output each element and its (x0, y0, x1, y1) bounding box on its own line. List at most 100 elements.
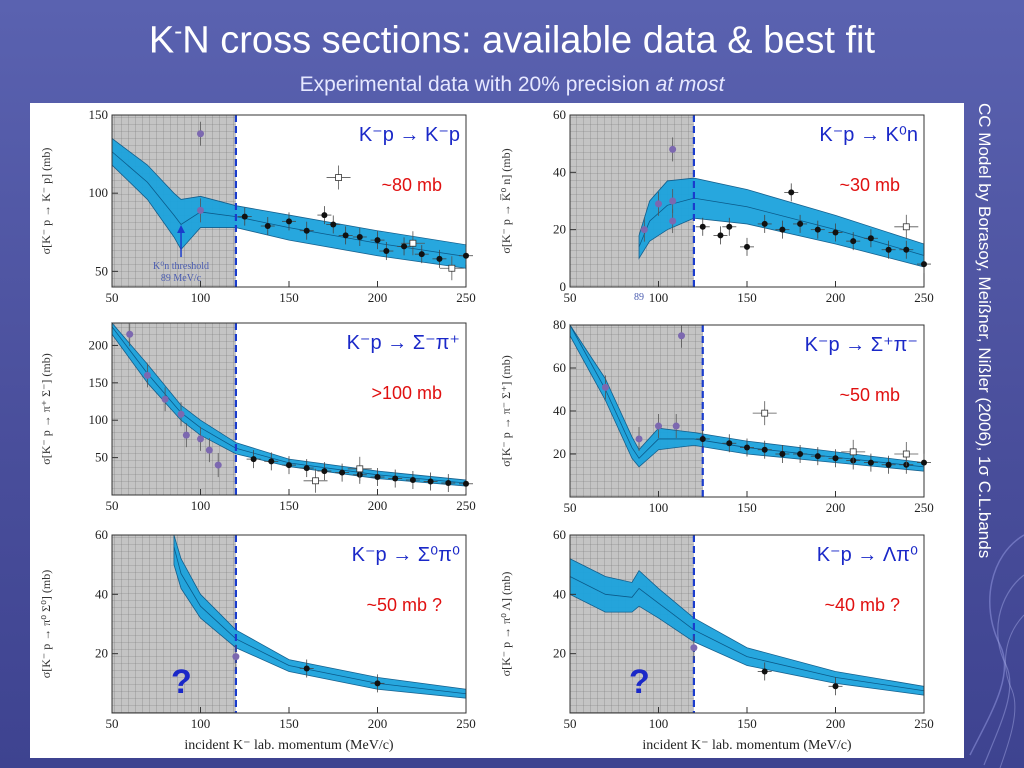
x-axis-label: incident K⁻ lab. momentum (MeV/c) (642, 738, 852, 753)
side-credit: CC Model by Borasoy, Meißner, Nißler (20… (975, 103, 994, 559)
best-fit-line (569, 576, 925, 692)
data-point (264, 223, 271, 230)
y-axis-label: σ[K⁻ p → π⁺ Σ⁻] (mb) (39, 353, 53, 465)
data-point (286, 218, 292, 225)
x-tick-label: 100 (649, 290, 669, 305)
y-axis-label: σ[K⁻ p → π⁰ Λ] (mb) (499, 572, 513, 677)
threshold-arrow-head (177, 225, 186, 233)
data-point (463, 480, 469, 487)
reaction-label: K⁻p → K⁰n (819, 124, 918, 146)
data-point (250, 456, 257, 463)
unknown-marker: ? (171, 663, 192, 701)
cross-section-estimate: ~80 mb (381, 175, 442, 195)
subthreshold-point (214, 461, 222, 469)
data-point (903, 246, 910, 253)
subthreshold-point (669, 197, 677, 205)
data-point (427, 478, 434, 485)
subthreshold-point (669, 145, 677, 153)
x-tick-label: 50 (564, 500, 577, 515)
decorative-swirl (969, 534, 1024, 768)
y-tick-label: 150 (89, 375, 109, 390)
cross-section-estimate: ~40 mb ? (824, 595, 900, 615)
slide-title: K-N cross sections: available data & bes… (0, 10, 1024, 63)
subthreshold-point (197, 130, 204, 138)
excluded-region (570, 325, 703, 497)
x-tick-label: 150 (279, 716, 299, 731)
data-point (832, 229, 839, 236)
x-tick-label: 200 (368, 290, 388, 305)
data-point (726, 440, 733, 447)
y-tick-label: 200 (89, 337, 109, 352)
data-point (303, 465, 310, 472)
x-tick-label: 150 (737, 716, 757, 731)
title-rest: N cross sections: available data & best … (182, 19, 876, 62)
data-point (268, 458, 275, 465)
subtitle-emphasis: at most (655, 73, 725, 96)
data-point (797, 451, 804, 457)
x-tick-label: 250 (456, 290, 476, 305)
reaction-label: K⁻p → Σ⁺π⁻ (805, 334, 918, 356)
y-tick-label: 100 (89, 185, 109, 200)
y-tick-label: 60 (553, 527, 566, 542)
y-tick-label: 0 (560, 279, 567, 294)
y-tick-label: 60 (95, 527, 108, 542)
x-tick-label: 200 (826, 716, 846, 731)
data-point (744, 243, 750, 250)
x-tick-label: 200 (368, 498, 388, 513)
chart-panel-4: 50 100 150 200 250 20 40 60 80 σ[K⁻ p → π⁻ Σ⁺] (m… (499, 317, 934, 515)
y-tick-label: 40 (553, 403, 566, 418)
threshold-note: K⁰n threshold (153, 261, 209, 272)
data-point (814, 226, 821, 233)
subthreshold-point (177, 410, 185, 418)
best-fit-line (111, 326, 467, 484)
data-point (797, 220, 804, 227)
threshold-note: 89 MeV/c (161, 273, 202, 284)
data-point (445, 480, 452, 487)
cross-section-estimate: ~50 mb ? (366, 595, 442, 615)
data-point (832, 683, 839, 690)
data-point (339, 469, 346, 476)
y-tick-label: 20 (95, 646, 108, 661)
data-point (832, 455, 839, 462)
slide-subtitle: Experimental data with 20% precision at … (0, 72, 1024, 98)
x-tick-label: 50 (106, 290, 119, 305)
y-tick-label: 20 (553, 646, 566, 661)
subtitle-main: Experimental data with 20% precision (299, 73, 656, 96)
data-point (409, 477, 416, 484)
open-data-point (409, 239, 417, 247)
data-point (867, 459, 874, 466)
reaction-label: K⁻p → Σ⁰π⁰ (352, 544, 460, 566)
data-point (814, 453, 821, 460)
x-tick-label: 100 (649, 500, 669, 515)
subthreshold-point (197, 206, 204, 214)
y-axis-label: σ[K⁻ p → π⁻ Σ⁺] (mb) (499, 355, 513, 467)
cross-section-estimate: >100 mb (371, 383, 442, 403)
open-data-point (761, 409, 769, 417)
open-data-point (849, 448, 857, 456)
data-point (921, 261, 927, 268)
x-tick-label: 150 (737, 290, 757, 305)
y-tick-label: 50 (95, 263, 108, 278)
y-tick-label: 40 (553, 586, 566, 601)
open-data-point (312, 477, 319, 485)
subthreshold-point (669, 217, 677, 225)
x-tick-label: 200 (826, 500, 846, 515)
x-tick-label: 100 (191, 290, 211, 305)
subthreshold-point (655, 200, 662, 208)
data-point (885, 246, 892, 253)
data-point (788, 189, 795, 196)
data-point (356, 233, 363, 240)
subthreshold-point (678, 332, 686, 340)
x-axis-label: incident K⁻ lab. momentum (MeV/c) (184, 738, 394, 753)
data-point (699, 435, 706, 442)
reaction-label: K⁻p → Λπ⁰ (817, 544, 918, 566)
open-data-point (448, 264, 456, 272)
data-point (761, 446, 768, 453)
x-tick-label: 50 (564, 290, 577, 305)
x-tick-label: 50 (106, 498, 119, 513)
subthreshold-point (205, 446, 213, 454)
y-tick-label: 40 (95, 586, 108, 601)
data-point (921, 459, 927, 466)
subthreshold-point (640, 226, 648, 234)
data-point (850, 238, 857, 245)
